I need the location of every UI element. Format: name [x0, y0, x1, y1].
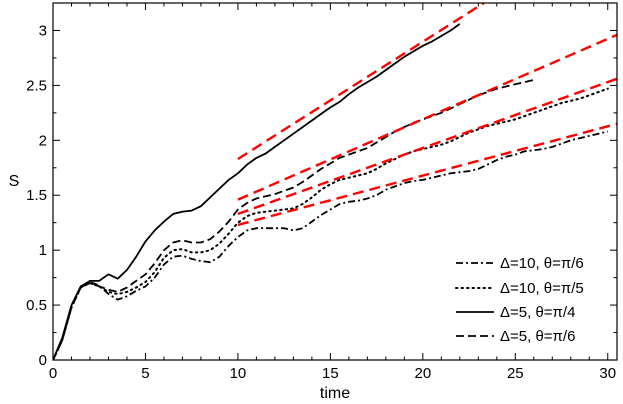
y-tick-label: 0 [39, 352, 47, 369]
legend-entry: Δ=10, θ=π/5 [455, 280, 584, 297]
legend-entry: Δ=5, θ=π/6 [456, 328, 575, 345]
x-tick-label: 30 [599, 365, 616, 382]
legend: Δ=10, θ=π/6 Δ=10, θ=π/5 Δ=5, θ=π/4 Δ=5, … [455, 255, 584, 345]
series-line [53, 87, 609, 360]
legend-label: Δ=5, θ=π/6 [500, 328, 575, 345]
x-tick-label: 25 [507, 365, 524, 382]
series-line [53, 130, 609, 360]
x-tick-label: 0 [49, 365, 57, 382]
y-tick-label: 0.5 [26, 297, 47, 314]
legend-label: Δ=5, θ=π/4 [500, 304, 575, 321]
fit-line [237, 77, 617, 216]
series-line [53, 23, 461, 360]
fit-line [237, 3, 485, 160]
y-tick-label: 2.5 [26, 77, 47, 94]
series-line [53, 79, 535, 360]
legend-entry: Δ=5, θ=π/4 [456, 304, 575, 321]
x-axis-title: time [320, 385, 350, 402]
fit-line [237, 33, 617, 201]
x-tick-label: 20 [414, 365, 431, 382]
plot-frame [52, 2, 618, 361]
y-tick-label: 3 [39, 22, 47, 39]
x-tick-label: 10 [230, 365, 247, 382]
legend-label: Δ=10, θ=π/6 [500, 255, 584, 272]
axis-ticks: 0 5 10 15 20 25 30 0 0.5 1 1.5 2 2.5 3 [26, 3, 617, 382]
x-tick-label: 5 [141, 365, 149, 382]
x-tick-label: 15 [322, 365, 339, 382]
fit-line [237, 122, 617, 227]
y-tick-label: 1.5 [26, 187, 47, 204]
y-tick-label: 2 [39, 132, 47, 149]
legend-label: Δ=10, θ=π/5 [500, 280, 584, 297]
y-tick-label: 1 [39, 242, 47, 259]
plot-area [53, 3, 617, 360]
y-axis-title: S [9, 173, 20, 190]
legend-entry: Δ=10, θ=π/6 [456, 255, 584, 272]
